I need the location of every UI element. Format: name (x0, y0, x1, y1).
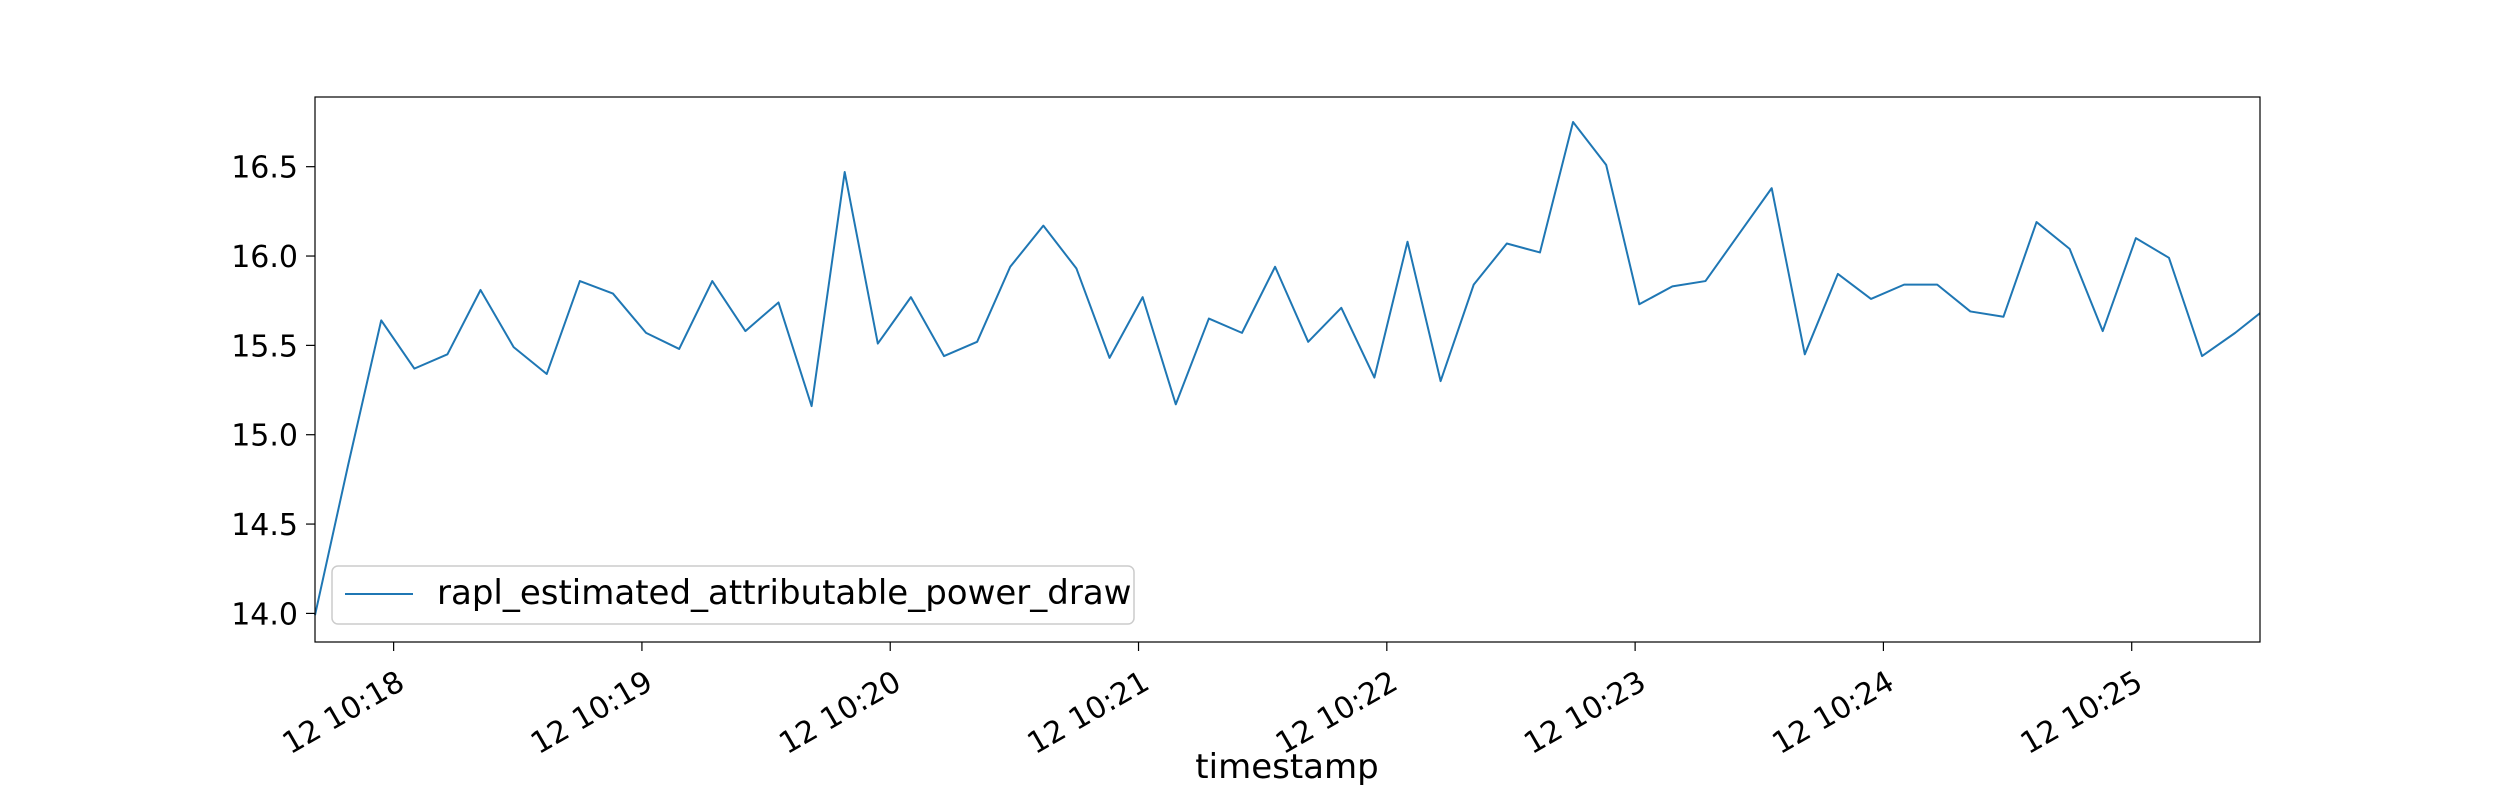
data-point (1141, 295, 1145, 299)
data-point (578, 279, 582, 283)
data-point (1174, 402, 1178, 406)
data-point (2134, 236, 2138, 240)
data-point (1108, 356, 1112, 360)
y-tick-label: 16.5 (231, 151, 298, 186)
series-layer (314, 120, 2261, 616)
data-point (545, 372, 549, 376)
data-point (710, 279, 714, 283)
data-point (2101, 329, 2105, 333)
data-point (975, 340, 979, 344)
data-point (909, 295, 913, 299)
data-point (1770, 186, 1774, 190)
data-point (1372, 376, 1376, 380)
data-point (611, 292, 615, 296)
y-tick-label: 15.5 (231, 329, 298, 364)
data-point (2200, 354, 2204, 358)
data-point (743, 329, 747, 333)
x-tick-label: 12 10:19 (525, 664, 659, 761)
data-point (379, 318, 383, 322)
data-point (942, 354, 946, 358)
data-point (2001, 315, 2005, 319)
data-point (1472, 283, 1476, 287)
y-axis: 14.0 14.5 15.0 15.5 16.0 16.5 (231, 151, 315, 632)
data-point (1273, 265, 1277, 269)
data-point (479, 288, 483, 292)
data-point (1670, 284, 1674, 288)
data-point (1902, 283, 1906, 287)
data-point (1604, 163, 1608, 167)
legend-label: rapl_estimated_attributable_power_draw (437, 573, 1132, 613)
data-point (1869, 297, 1873, 301)
plot-area (315, 97, 2260, 642)
data-point (2035, 220, 2039, 224)
data-point (876, 342, 880, 346)
data-point (1306, 340, 1310, 344)
data-point (677, 347, 681, 351)
data-point (1339, 306, 1343, 310)
data-point (2167, 256, 2171, 260)
data-point (1008, 265, 1012, 269)
data-point (1968, 309, 1972, 313)
x-tick-label: 12 10:21 (1022, 664, 1156, 761)
data-point (1207, 317, 1211, 321)
plot-frame (314, 96, 2261, 643)
x-tick-label: 12 10:18 (277, 664, 411, 761)
x-axis-label: timestamp (1195, 747, 1378, 787)
data-point (1240, 331, 1244, 335)
data-point (1074, 267, 1078, 271)
data-point (1737, 233, 1741, 237)
x-tick-label: 12 10:20 (773, 664, 907, 761)
data-point (1703, 279, 1707, 283)
data-point (445, 352, 449, 356)
data-point (843, 170, 847, 174)
y-tick-label: 15.0 (231, 419, 298, 454)
data-point (346, 463, 350, 467)
legend: rapl_estimated_attributable_power_draw (331, 565, 1135, 625)
data-point (412, 367, 416, 371)
data-point (1406, 240, 1410, 244)
data-point (1439, 379, 1443, 383)
x-tick-label: 12 10:23 (1518, 664, 1652, 761)
x-tick-label: 12 10:24 (1767, 664, 1901, 761)
x-axis: 12 10:18 12 10:19 12 10:20 12 10:21 12 10:22… (277, 642, 2149, 762)
data-point (1571, 120, 1575, 124)
data-point (512, 345, 516, 349)
data-point (776, 300, 780, 304)
data-point (810, 404, 814, 408)
data-point (1637, 302, 1641, 306)
legend-box (331, 565, 1135, 625)
data-point (2068, 247, 2072, 251)
x-tick-label: 12 10:25 (2015, 664, 2149, 761)
y-tick-label: 14.5 (231, 508, 298, 543)
data-point (1836, 272, 1840, 276)
data-point (1935, 283, 1939, 287)
data-point (1803, 352, 1807, 356)
data-point (1538, 250, 1542, 254)
y-tick-label: 14.0 (231, 597, 298, 632)
series-line (314, 121, 2261, 616)
data-point (1041, 224, 1045, 228)
data-point (2233, 331, 2237, 335)
data-point (644, 331, 648, 335)
y-tick-label: 16.0 (231, 240, 298, 275)
data-point (1505, 242, 1509, 246)
